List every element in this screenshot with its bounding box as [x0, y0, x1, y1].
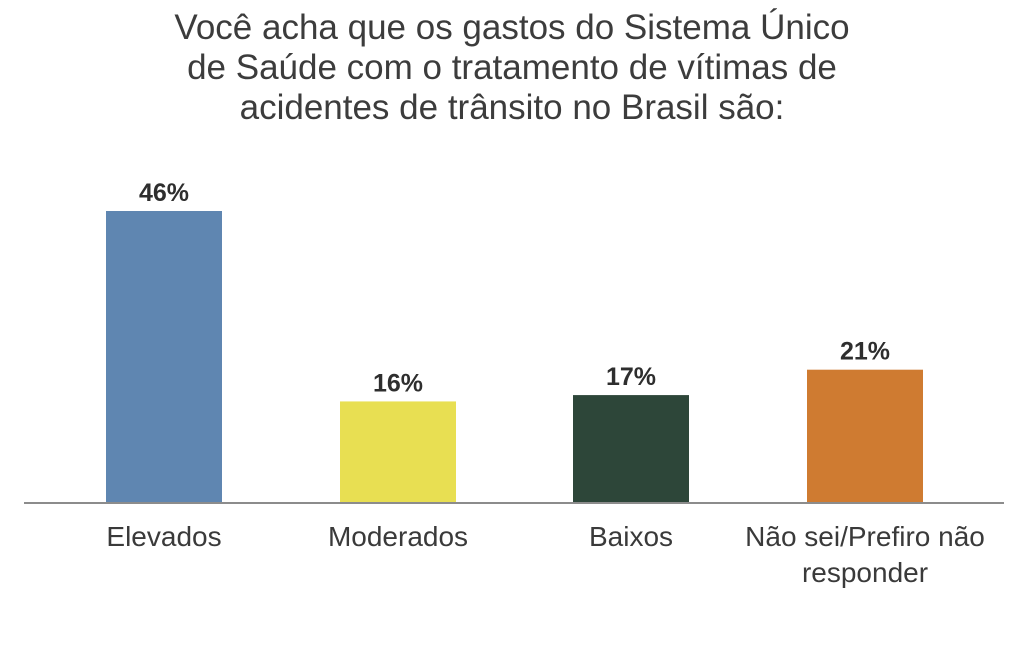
- category-label-4-line-1: Não sei/Prefiro não: [745, 521, 985, 552]
- bar-value-label-1: 46%: [139, 179, 189, 207]
- category-label-2: Moderados: [328, 521, 468, 552]
- chart-title: Você acha que os gastos do Sistema Único…: [112, 8, 912, 128]
- labels-layer: 46% Elevados 16% Moderados 17% Baixos 21% Não s…: [106, 179, 984, 588]
- bars-layer: [106, 211, 923, 503]
- bar-value-label-3: 17%: [606, 363, 656, 391]
- bar-4: [807, 369, 923, 503]
- bar-value-label-2: 16%: [373, 369, 423, 397]
- category-label-4-line-2: responder: [802, 557, 928, 588]
- bar-1: [106, 211, 222, 503]
- category-label-1: Elevados: [106, 521, 221, 552]
- chart-title-line-2: de Saúde com o tratamento de vítimas de: [187, 48, 837, 87]
- bar-3: [573, 395, 689, 503]
- bar-value-label-4: 21%: [840, 338, 890, 366]
- chart-title-line-3: acidentes de trânsito no Brasil são:: [239, 88, 785, 127]
- category-label-3: Baixos: [589, 521, 673, 552]
- bar-2: [340, 401, 456, 503]
- chart-title-line-1: Você acha que os gastos do Sistema Único: [174, 8, 850, 47]
